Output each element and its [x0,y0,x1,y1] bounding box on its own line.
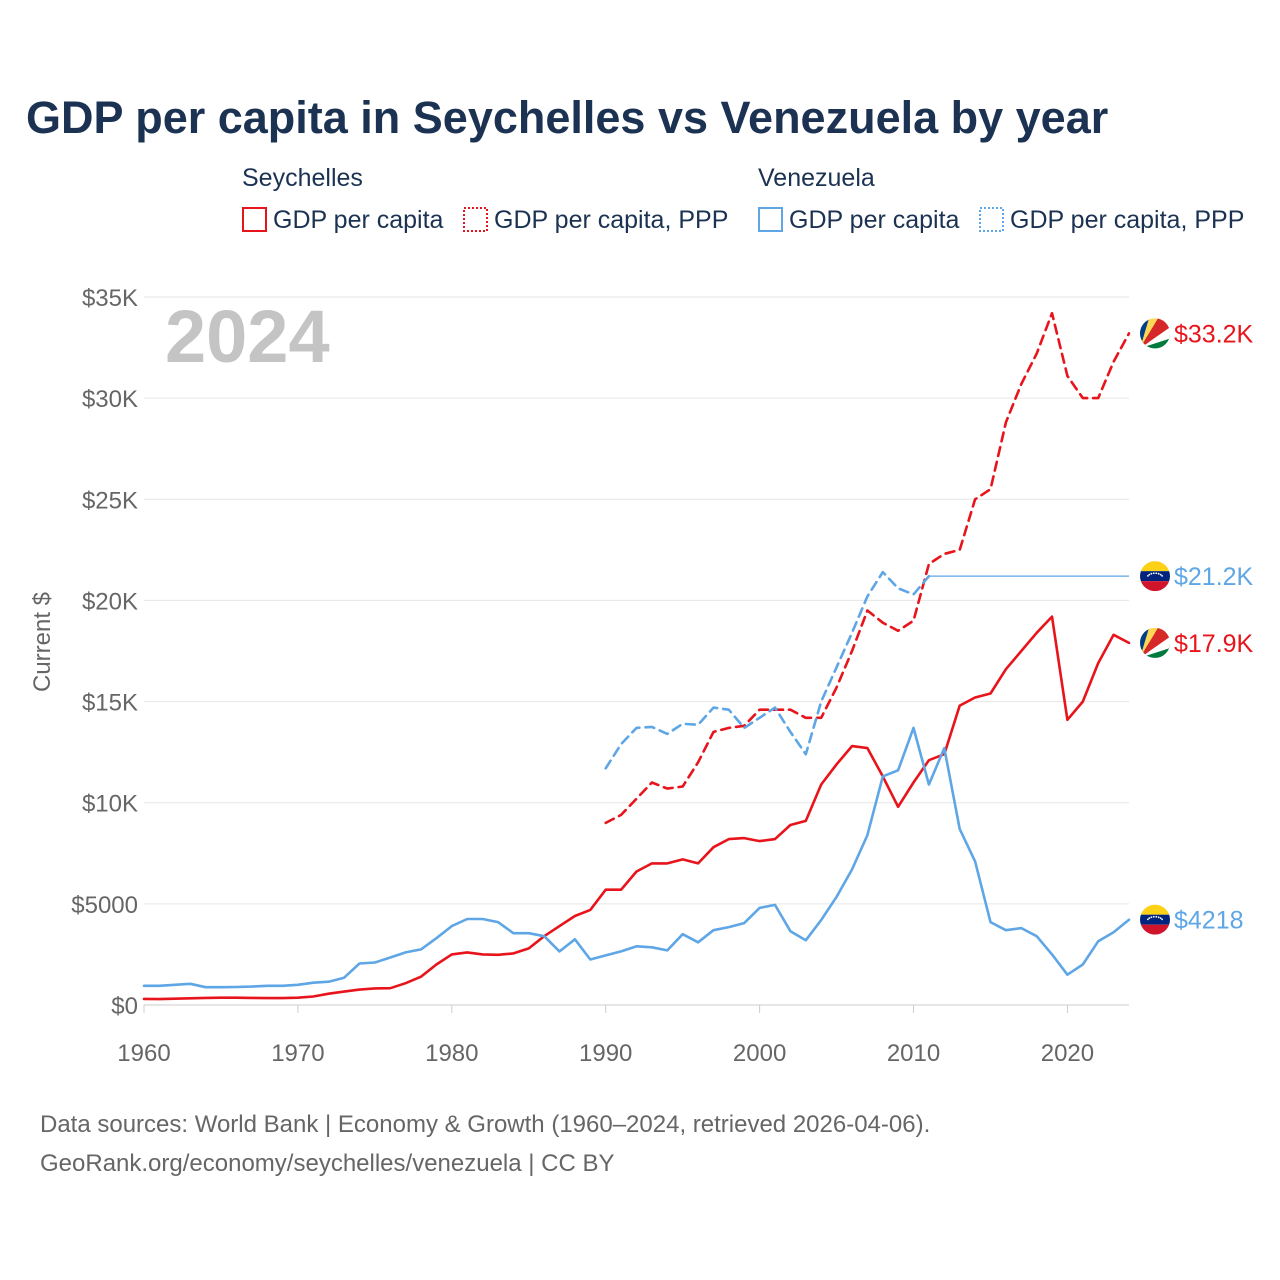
legend-label-venezuela-ppp[interactable]: GDP per capita, PPP [1010,206,1244,234]
year-stamp: 2024 [165,295,330,378]
y-tick-label: $30K [82,386,138,413]
x-tick-label: 2020 [1041,1040,1094,1067]
x-tick-label: 2010 [887,1040,940,1067]
y-tick-label: $25K [82,487,138,514]
y-axis-label: Current $ [29,592,56,692]
legend-group-venezuela: Venezuela [758,164,875,192]
x-tick-label: 1980 [425,1040,478,1067]
legend-label-venezuela-gdp[interactable]: GDP per capita [789,206,960,234]
legend: Seychelles Venezuela GDP per capita GDP … [242,164,1244,234]
series-lines [142,311,1131,1001]
venezuela-flag-icon [1140,561,1170,592]
legend-swatch-venezuela-ppp[interactable] [979,207,1004,232]
x-tick-label: 2000 [733,1040,786,1067]
y-axis-ticks: $0 $5000 $10K $15K $20K $25K $30K $35K [71,285,138,1020]
y-tick-label: $20K [82,588,138,615]
y-tick-label: $10K [82,791,138,818]
x-tick-label: 1960 [117,1040,170,1067]
y-tick-label: $0 [111,993,138,1020]
y-tick-label: $15K [82,690,138,717]
legend-swatch-seychelles-gdp[interactable] [242,207,267,232]
legend-swatch-seychelles-ppp[interactable] [463,207,488,232]
end-label-venezuela-gdp-per-capita-ppp: $21.2K [1174,563,1254,591]
series-line-seychelles-gdp-per-capita-ppp[interactable] [604,311,1131,825]
venezuela-flag-icon [1140,904,1170,935]
end-label-seychelles-gdp-per-capita-ppp: $33.2K [1174,320,1254,348]
y-tick-label: $35K [82,285,138,312]
seychelles-flag-icon [1140,627,1170,658]
end-labels: $17.9K $33.2K $4218 $21.2K [1140,318,1254,935]
x-tick-label: 1990 [579,1040,632,1067]
end-label-venezuela-gdp-per-capita: $4218 [1174,907,1244,935]
seychelles-flag-icon [1140,318,1170,349]
legend-swatch-venezuela-gdp[interactable] [758,207,783,232]
series-line-venezuela-gdp-per-capita[interactable] [142,726,1131,989]
series-line-seychelles-gdp-per-capita[interactable] [142,615,1131,1001]
legend-group-seychelles: Seychelles [242,164,363,192]
grid-lines [144,296,1129,1006]
source-line-2[interactable]: GeoRank.org/economy/seychelles/venezuela… [40,1150,615,1177]
y-tick-label: $5000 [71,892,138,919]
legend-label-seychelles-ppp[interactable]: GDP per capita, PPP [494,206,728,234]
x-tick-label: 1970 [271,1040,324,1067]
chart-title: GDP per capita in Seychelles vs Venezuel… [26,92,1108,143]
source-line-1: Data sources: World Bank | Economy & Gro… [40,1111,930,1138]
legend-label-seychelles-gdp[interactable]: GDP per capita [273,206,444,234]
series-line-venezuela-gdp-per-capita-ppp[interactable] [604,570,931,770]
end-label-seychelles-gdp-per-capita: $17.9K [1174,630,1254,658]
x-axis-ticks: 1960 1970 1980 1990 2000 2010 2020 [117,1005,1094,1067]
